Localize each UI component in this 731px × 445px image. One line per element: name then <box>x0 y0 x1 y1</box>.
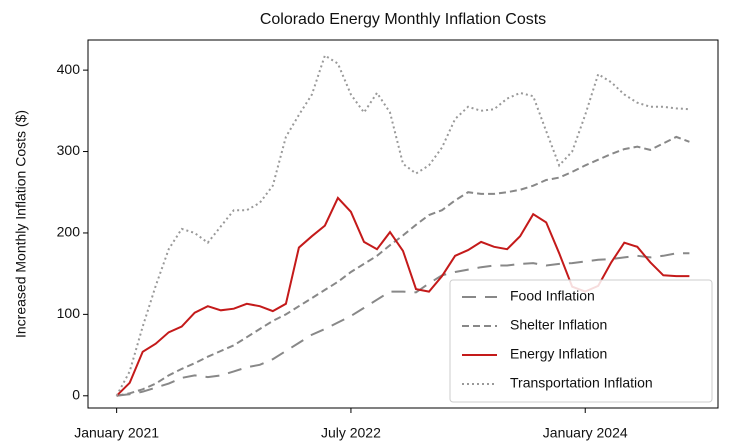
y-axis-label: Increased Monthly Inflation Costs ($) <box>13 110 29 338</box>
legend-label: Transportation Inflation <box>510 375 653 391</box>
plot-frame <box>87 39 719 409</box>
y-tick-label: 0 <box>72 386 80 402</box>
x-tick-label: January 2021 <box>74 425 159 441</box>
x-tick-label: July 2022 <box>321 425 381 441</box>
legend-label: Food Inflation <box>510 288 595 304</box>
legend-label: Energy Inflation <box>510 346 607 362</box>
y-tick-label: 200 <box>57 224 81 240</box>
y-tick-label: 100 <box>57 305 81 321</box>
x-tick-label: January 2024 <box>543 425 628 441</box>
series-line <box>116 135 690 397</box>
chart-title: Colorado Energy Monthly Inflation Costs <box>260 11 546 28</box>
y-tick-label: 400 <box>57 61 81 77</box>
series-line <box>116 252 690 397</box>
legend-label: Shelter Inflation <box>510 317 607 333</box>
series-line <box>115 53 690 397</box>
y-tick-label: 300 <box>57 142 81 158</box>
legend-box <box>449 279 713 403</box>
